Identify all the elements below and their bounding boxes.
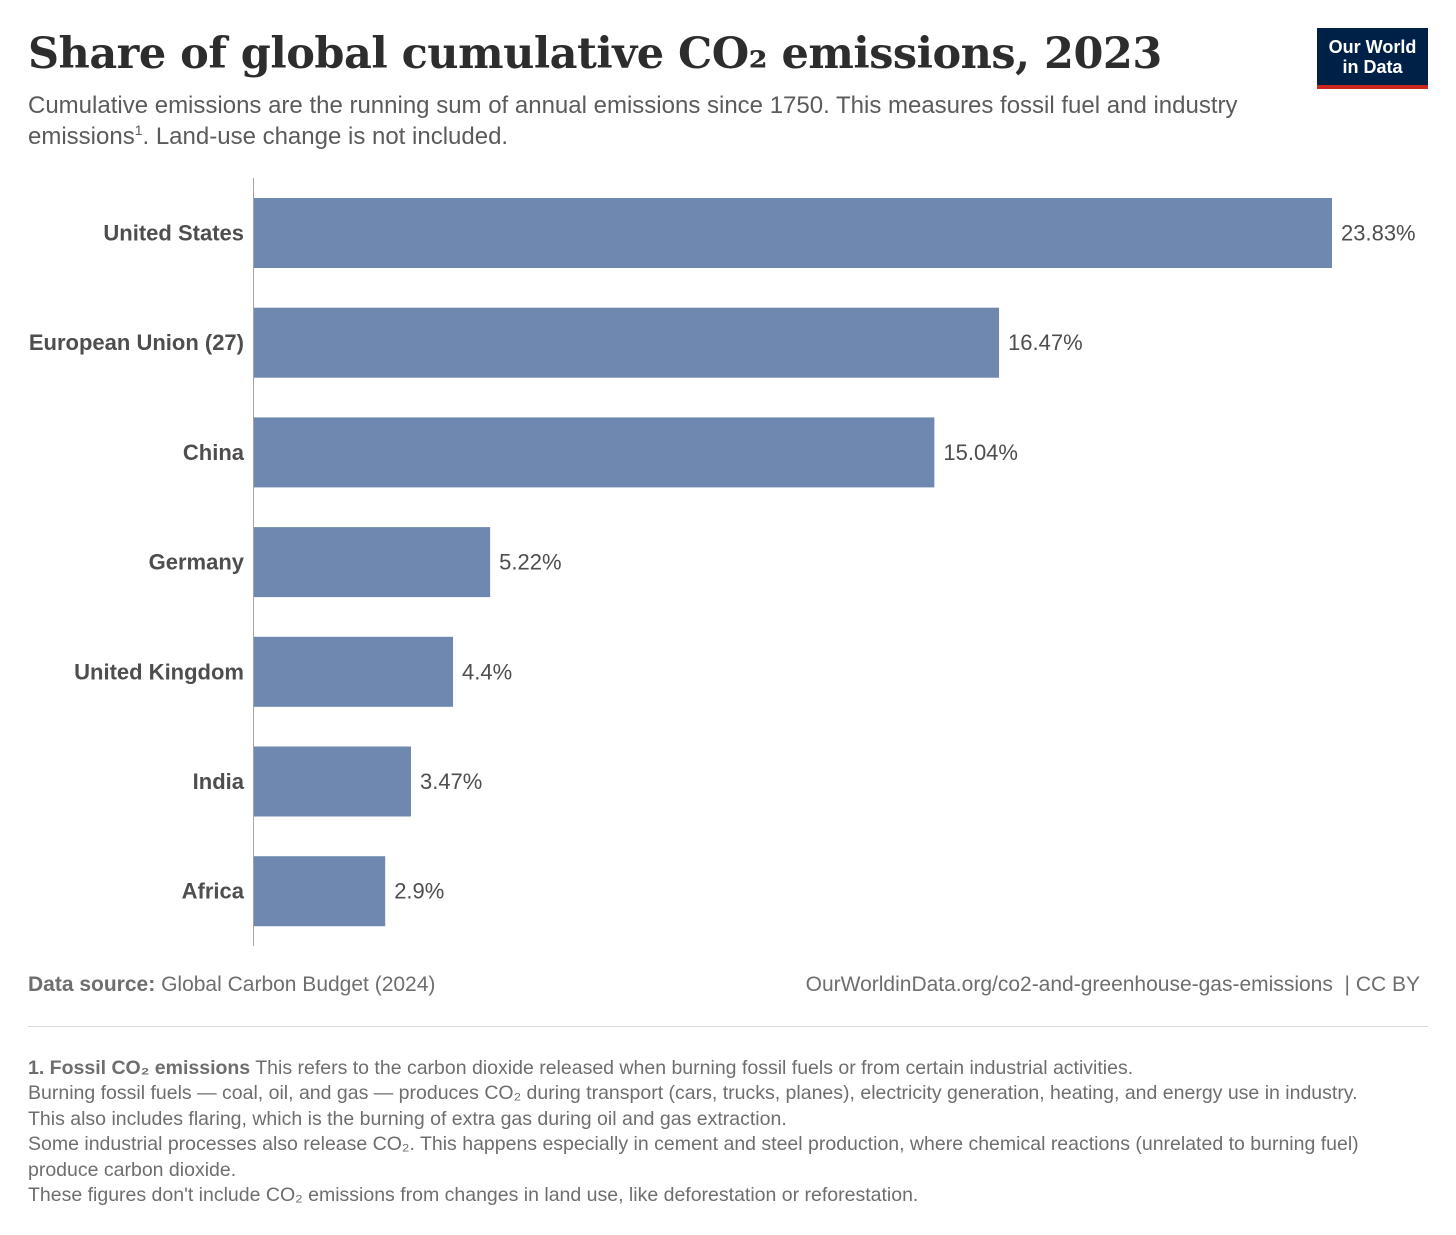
- source-url-line: OurWorldinData.org/co2-and-greenhouse-ga…: [806, 973, 1420, 997]
- value-label: 15.04%: [943, 440, 1018, 465]
- value-label: 16.47%: [1008, 330, 1083, 355]
- chart-title: Share of global cumulative CO₂ emissions…: [28, 29, 1162, 79]
- value-label: 2.9%: [394, 879, 444, 904]
- owid-logo[interactable]: Our World in Data: [1317, 28, 1428, 89]
- chart-url-link[interactable]: OurWorldinData.org/co2-and-greenhouse-ga…: [805, 973, 1333, 996]
- value-label: 5.22%: [499, 550, 561, 575]
- footnote-heading: 1. Fossil CO₂ emissions: [28, 1057, 251, 1079]
- bar-chart: United States 23.83% European Union (27) 16…: [29, 178, 1416, 946]
- data-source: Data source: Global Carbon Budget (2024): [28, 973, 435, 997]
- subtitle-tail: . Land-use change is not included.: [142, 123, 509, 150]
- footnote-paragraph-1: Burning fossil fuels — coal, oil, and ga…: [28, 1082, 1358, 1130]
- category-label: Africa: [182, 879, 245, 904]
- bar[interactable]: [254, 636, 454, 707]
- category-label: China: [183, 440, 245, 465]
- footnote-marker[interactable]: 1: [134, 122, 143, 138]
- logo-line-1: Our World: [1328, 37, 1417, 57]
- category-label: United States: [103, 221, 244, 246]
- bar[interactable]: [254, 307, 1000, 378]
- footnote-intro: 1. Fossil CO₂ emissions This refers to t…: [28, 1056, 1388, 1081]
- source-value[interactable]: Global Carbon Budget (2024): [161, 973, 436, 996]
- footnote-paragraph-3: These figures don't include CO₂ emission…: [28, 1184, 919, 1207]
- bar[interactable]: [254, 527, 491, 598]
- chart-subtitle: Cumulative emissions are the running sum…: [28, 90, 1258, 152]
- subtitle-text: Cumulative emissions are the running sum…: [28, 92, 1238, 150]
- category-label: United Kingdom: [74, 659, 244, 684]
- category-label: India: [193, 769, 245, 794]
- bar[interactable]: [254, 417, 935, 488]
- category-label: European Union (27): [29, 330, 244, 355]
- footnote: 1. Fossil CO₂ emissions This refers to t…: [28, 1056, 1388, 1208]
- bar[interactable]: [254, 856, 386, 927]
- bar[interactable]: [254, 746, 411, 817]
- divider: [28, 1026, 1428, 1027]
- footnote-paragraph-2: Some industrial processes also release C…: [28, 1133, 1359, 1181]
- value-label: 23.83%: [1341, 221, 1416, 246]
- logo-line-2: in Data: [1342, 57, 1403, 77]
- source-label: Data source:: [28, 973, 156, 996]
- value-label: 4.4%: [462, 659, 512, 684]
- category-label: Germany: [149, 550, 245, 575]
- license-link[interactable]: | CC BY: [1344, 973, 1420, 996]
- footnote-intro-text: This refers to the carbon dioxide releas…: [255, 1057, 1134, 1079]
- value-label: 3.47%: [420, 769, 482, 794]
- bar[interactable]: [254, 198, 1332, 268]
